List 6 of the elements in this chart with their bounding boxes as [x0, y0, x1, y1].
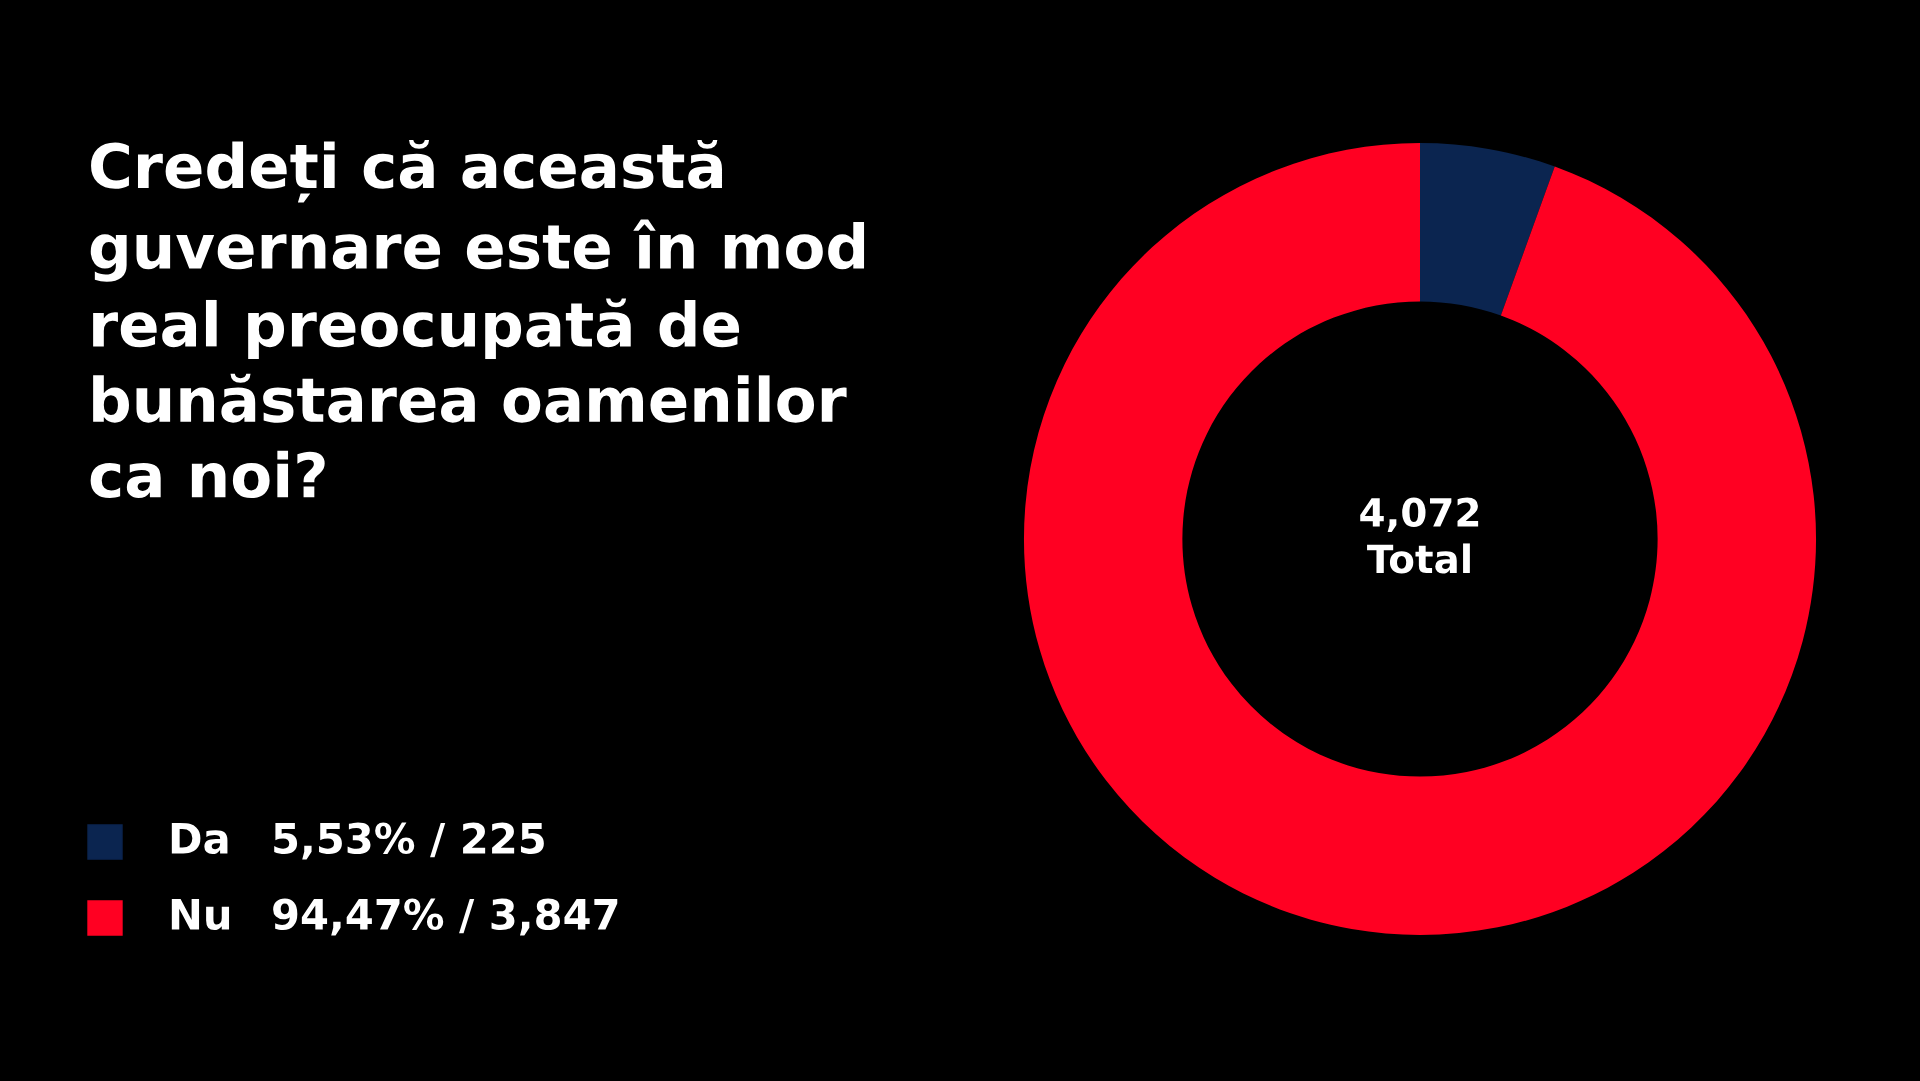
text: 4,072 Total [1360, 497, 1479, 574]
legend-label: Da [171, 823, 228, 855]
legend-label: Nu [171, 899, 230, 931]
text: Credeți că această guvernare este în mod real preocupată de bunăstarea oamenilor ca noi? [90, 140, 865, 499]
data-label: 5,53% / 225 [274, 822, 544, 860]
data-label: 94,47% / 3,847 [273, 898, 618, 936]
